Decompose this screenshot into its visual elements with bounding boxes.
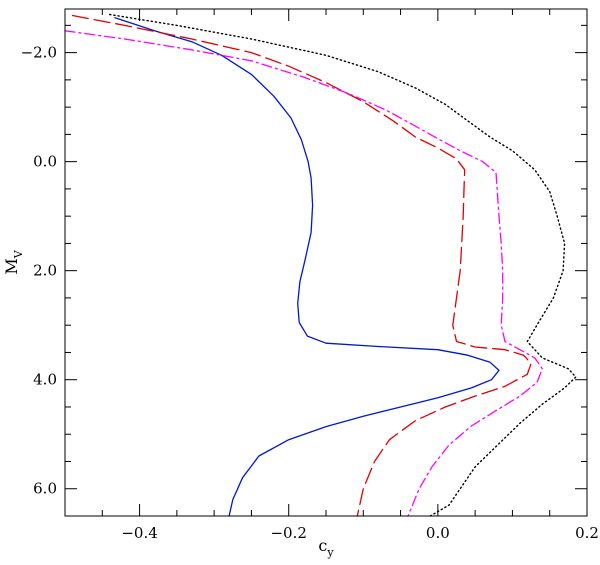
y-tick-label: 2.0	[33, 262, 57, 280]
x-axis-label-main: c	[318, 536, 327, 555]
x-tick-label: −0.2	[270, 524, 306, 542]
y-tick-label: 0.0	[33, 153, 57, 171]
x-tick-label: −0.4	[121, 524, 157, 542]
y-axis-label: MV	[2, 249, 25, 274]
x-axis-label: cy	[318, 536, 334, 559]
tick-labels-layer: −0.4 −0.2 0.0 0.2 −2.0 0.0 2.0 4.0 6.0	[21, 44, 599, 542]
series-line-dotted	[109, 13, 577, 517]
y-axis-label-sub: V	[12, 249, 25, 259]
series-line-solid	[114, 17, 500, 517]
y-tick-label: 4.0	[33, 371, 57, 389]
plot-frame	[64, 8, 588, 517]
series-layer	[64, 13, 577, 517]
x-axis-label-sub: y	[326, 546, 334, 559]
x-tick-label: 0.0	[426, 524, 450, 542]
x-tick-label: 0.2	[575, 524, 599, 542]
series-line-dashed	[71, 14, 532, 517]
y-tick-label: −2.0	[21, 44, 57, 62]
y-axis-label-main: M	[2, 258, 21, 274]
ticks-layer	[64, 9, 588, 517]
series-line-dash-dot	[64, 30, 543, 517]
y-tick-label: 6.0	[33, 480, 57, 498]
